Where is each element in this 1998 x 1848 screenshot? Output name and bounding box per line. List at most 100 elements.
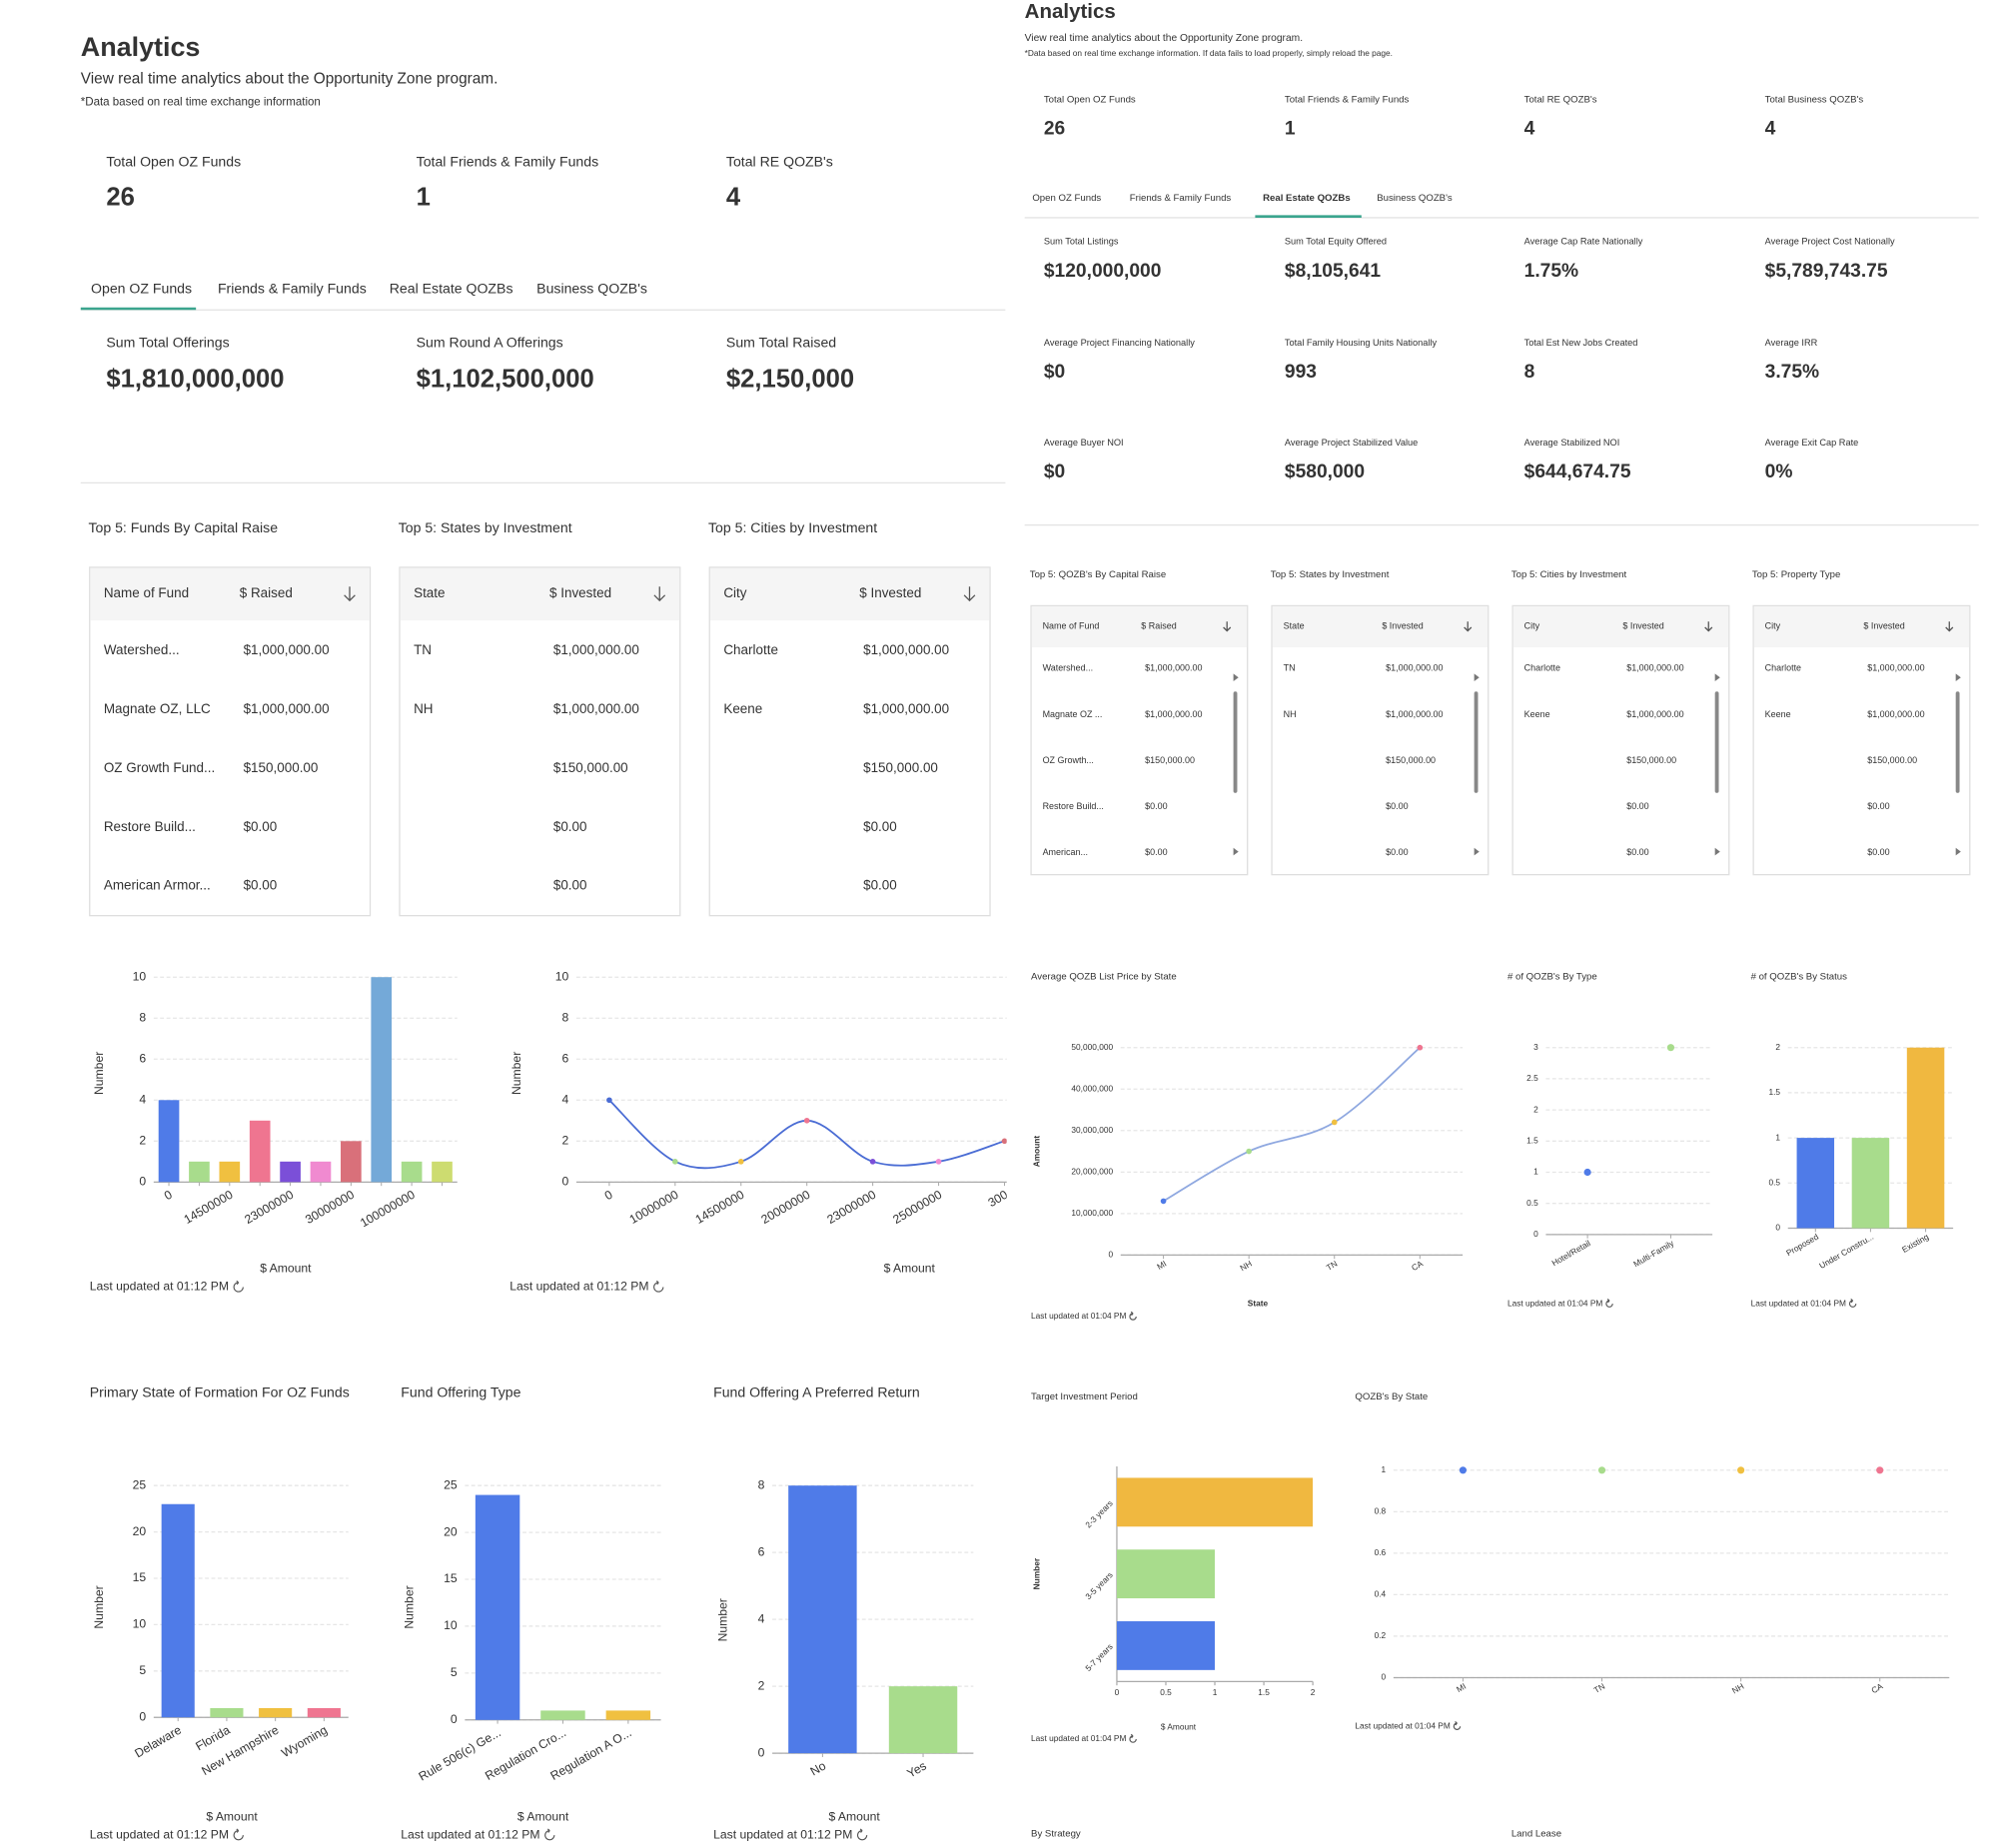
y-axis-label: Number <box>92 1052 106 1095</box>
column-header[interactable]: $ Raised <box>240 585 293 600</box>
point <box>1583 1168 1591 1177</box>
table-cell: Watershed... <box>104 642 180 657</box>
sort-icon[interactable] <box>1704 621 1713 632</box>
table-cell: Charlotte <box>1524 663 1560 673</box>
table-cell: $0.00 <box>1386 847 1408 857</box>
last-updated: Last updated at 01:12 PM <box>713 1827 852 1841</box>
column-header[interactable]: City <box>723 585 746 600</box>
sort-icon[interactable] <box>1945 621 1954 632</box>
y-tick-label: 20,000,000 <box>1071 1167 1113 1177</box>
bar <box>210 1707 244 1718</box>
y-tick-label: 6 <box>139 1051 146 1065</box>
table-cell: American Armor... <box>104 878 211 893</box>
refresh-icon[interactable] <box>1129 1733 1137 1743</box>
point <box>1001 1138 1007 1145</box>
tab[interactable]: Open OZ Funds <box>91 280 192 296</box>
metric-value: $0 <box>1044 462 1065 482</box>
y-tick-label: 0 <box>561 1175 568 1189</box>
table-cell: $0.00 <box>1626 847 1648 857</box>
tab[interactable]: Business QOZB's <box>536 280 647 296</box>
table-cell: $0.00 <box>553 878 587 893</box>
sort-icon[interactable] <box>1223 621 1232 632</box>
chart-title: # of QOZB's By Status <box>1751 972 1848 983</box>
refresh-icon[interactable] <box>544 1828 555 1841</box>
stat-value: 4 <box>726 183 741 211</box>
bar <box>310 1161 332 1183</box>
sort-icon[interactable] <box>344 586 356 602</box>
y-tick-label: 2 <box>139 1134 146 1148</box>
refresh-icon[interactable] <box>1848 1298 1857 1308</box>
y-tick-label: 2.5 <box>1526 1073 1538 1083</box>
sort-icon[interactable] <box>1464 621 1473 632</box>
metric-label: Average Buyer NOI <box>1044 438 1124 448</box>
refresh-icon[interactable] <box>856 1828 868 1841</box>
column-header[interactable]: $ Invested <box>549 585 611 600</box>
column-header[interactable]: City <box>1524 620 1540 630</box>
refresh-icon[interactable] <box>233 1828 244 1841</box>
stat-label: Total Open OZ Funds <box>1044 95 1136 106</box>
bar <box>1116 1621 1216 1670</box>
column-header[interactable]: State <box>1284 620 1305 630</box>
tab[interactable]: Real Estate QOZBs <box>390 280 513 296</box>
table-cell: $1,000,000.00 <box>553 642 639 657</box>
bar <box>307 1707 341 1718</box>
column-header[interactable]: $ Raised <box>1141 620 1176 630</box>
y-tick-label: 8 <box>758 1477 765 1491</box>
column-header[interactable]: $ Invested <box>1863 620 1904 630</box>
chart-title: # of QOZB's By Type <box>1507 972 1597 983</box>
stat-value: 1 <box>417 183 431 211</box>
table-cell: TN <box>1284 663 1296 673</box>
table-cell: $0.00 <box>863 819 897 834</box>
tab[interactable]: Friends & Family Funds <box>218 280 367 296</box>
metric-label: Average Project Financing Nationally <box>1044 338 1195 348</box>
bar <box>540 1710 585 1720</box>
point <box>1246 1148 1252 1155</box>
refresh-icon[interactable] <box>1453 1721 1462 1730</box>
refresh-icon[interactable] <box>1605 1298 1613 1308</box>
tab[interactable]: Business QOZB's <box>1377 193 1453 204</box>
table-cell: $150,000.00 <box>1386 755 1436 765</box>
bar <box>371 977 393 1183</box>
metric-value: $0 <box>1044 362 1065 383</box>
column-header[interactable]: $ Invested <box>1622 620 1663 630</box>
point <box>606 1097 612 1104</box>
sort-icon[interactable] <box>963 586 976 602</box>
tab[interactable]: Open OZ Funds <box>1032 193 1101 204</box>
stat-label: Total RE QOZB's <box>1524 95 1597 106</box>
last-updated: Last updated at 01:04 PM <box>1031 1311 1126 1321</box>
x-tick-label: 0.5 <box>1160 1687 1172 1697</box>
column-header[interactable]: City <box>1765 620 1781 630</box>
refresh-icon[interactable] <box>1129 1311 1137 1321</box>
tab[interactable]: Real Estate QOZBs <box>1263 193 1351 204</box>
column-header[interactable]: $ Invested <box>859 585 921 600</box>
table-title: Top 5: Funds By Capital Raise <box>88 519 278 535</box>
table-cell: $1,000,000.00 <box>553 701 639 716</box>
scrollbar <box>1233 691 1238 793</box>
column-header[interactable]: State <box>414 585 445 600</box>
sort-icon[interactable] <box>653 586 666 602</box>
column-header[interactable]: Name of Fund <box>104 585 189 600</box>
refresh-icon[interactable] <box>233 1280 244 1293</box>
section-title: By Strategy <box>1031 1828 1081 1839</box>
table-title: Top 5: States by Investment <box>1271 569 1390 580</box>
y-tick-label: 0 <box>139 1175 146 1189</box>
table <box>1030 604 1249 876</box>
page-note: *Data based on real time exchange inform… <box>1025 48 1393 58</box>
column-header[interactable]: $ Invested <box>1382 620 1423 630</box>
refresh-icon[interactable] <box>653 1280 664 1293</box>
table-cell: $150,000.00 <box>1145 755 1195 765</box>
table-cell: $0.00 <box>1626 801 1648 811</box>
x-axis-label: State <box>1248 1298 1269 1308</box>
column-header[interactable]: Name of Fund <box>1043 620 1100 630</box>
metric-value: 8 <box>1524 362 1535 383</box>
y-tick-label: 4 <box>758 1611 765 1625</box>
tab[interactable]: Friends & Family Funds <box>1130 193 1232 204</box>
stat-value: 26 <box>106 183 135 211</box>
y-tick-label: 10,000,000 <box>1071 1208 1113 1218</box>
y-tick-label: 0 <box>139 1709 146 1723</box>
last-updated: Last updated at 01:04 PM <box>1507 1298 1602 1308</box>
table-cell: NH <box>414 701 433 716</box>
y-tick-label: 0.2 <box>1375 1630 1387 1640</box>
